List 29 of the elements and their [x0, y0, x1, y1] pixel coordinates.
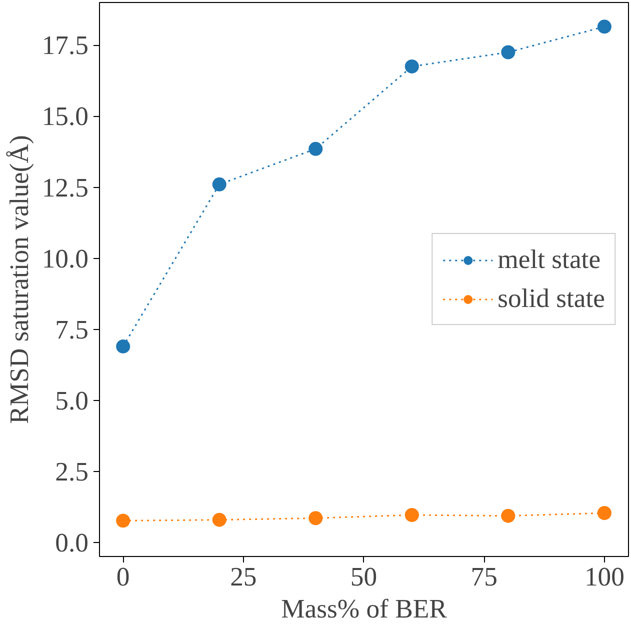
x-tick-label: 75 — [470, 562, 498, 592]
x-tick-label: 100 — [584, 562, 624, 592]
point — [597, 20, 612, 34]
x-axis-title: Mass% of BER — [281, 594, 448, 624]
y-tick-label: 5.0 — [55, 385, 89, 416]
point — [501, 508, 516, 523]
y-tick-label: 10.0 — [42, 243, 89, 274]
x-tick-label: 0 — [116, 562, 130, 592]
legend-label: melt state — [498, 244, 601, 275]
y-tick-label: 15.0 — [42, 101, 89, 132]
x-tick-label: 25 — [230, 562, 257, 592]
point — [212, 512, 226, 527]
point — [404, 508, 419, 522]
point — [116, 339, 130, 354]
y-tick-label: 17.5 — [42, 30, 89, 60]
y-tick-label: 7.5 — [55, 314, 89, 344]
point — [116, 514, 130, 528]
point — [404, 59, 419, 74]
y-tick-label: 0.0 — [55, 528, 89, 558]
point — [597, 506, 612, 520]
point — [308, 511, 323, 526]
legend-label: solid state — [498, 283, 605, 314]
y-tick-label: 2.5 — [55, 456, 89, 487]
point — [212, 177, 226, 192]
y-tick-label: 12.5 — [42, 172, 89, 202]
point — [308, 142, 323, 156]
x-tick-label: 50 — [350, 562, 378, 592]
y-axis-title: RMSD saturation value(Å) — [4, 135, 34, 424]
point — [501, 45, 516, 60]
